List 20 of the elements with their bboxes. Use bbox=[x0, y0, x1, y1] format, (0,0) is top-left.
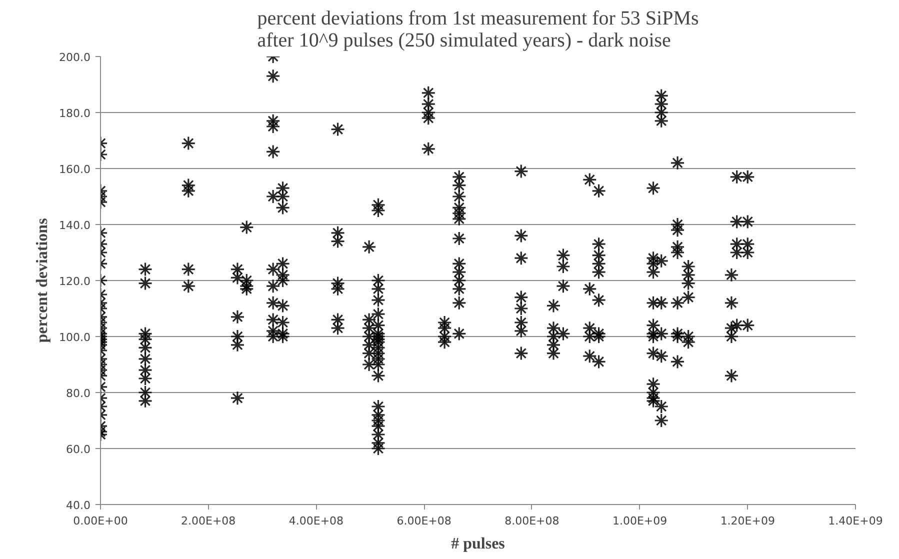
chart-title: percent deviations from 1st measurement for 53 SiPMs after 10^9 pulses (250 simulated years) - dark noise bbox=[257, 8, 700, 52]
y-tick-label: 80.0 bbox=[66, 387, 91, 400]
x-tick-label: 0.00E+00 bbox=[73, 514, 128, 528]
x-axis-title: # pulses bbox=[451, 536, 505, 552]
y-axis-title: percent deviations bbox=[34, 218, 52, 343]
y-tick-label: 60.0 bbox=[66, 443, 91, 456]
x-tick-label: 1.40E+09 bbox=[828, 514, 883, 528]
x-tick-label: 1.00E+09 bbox=[612, 514, 668, 528]
x-tick-label: 4.00E+08 bbox=[288, 514, 344, 528]
x-tick-label: 1.20E+09 bbox=[720, 514, 775, 528]
y-tick-label: 120.0 bbox=[59, 275, 91, 288]
y-tick-label: 180.0 bbox=[59, 107, 91, 120]
x-tick-label: 6.00E+08 bbox=[396, 514, 452, 528]
x-tick-label: 2.00E+08 bbox=[181, 514, 236, 528]
y-tick-label: 160.0 bbox=[59, 163, 91, 176]
y-tick-label: 140.0 bbox=[59, 219, 91, 232]
y-tick-label: 100.0 bbox=[59, 331, 91, 344]
y-tick-label: 200.0 bbox=[59, 51, 91, 64]
y-tick-label: 40.0 bbox=[66, 499, 91, 512]
x-tick-label: 8.00E+08 bbox=[504, 514, 560, 528]
